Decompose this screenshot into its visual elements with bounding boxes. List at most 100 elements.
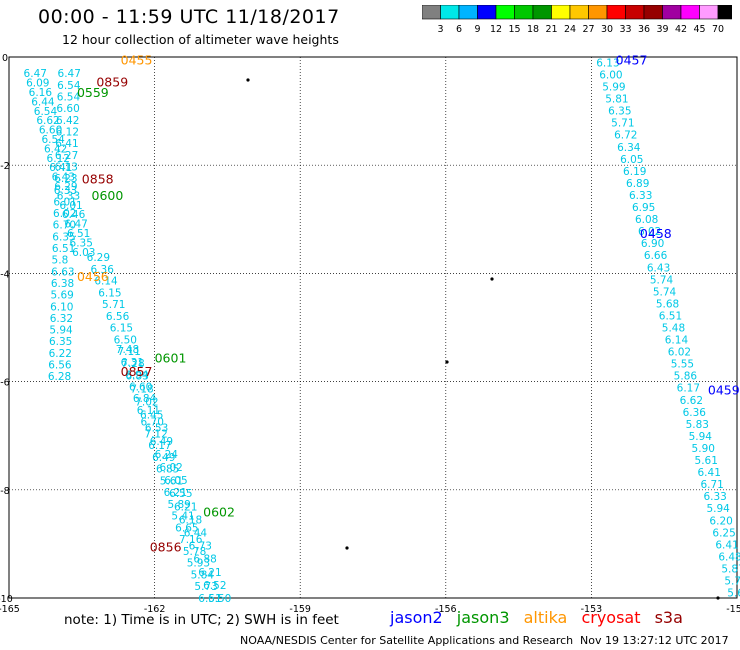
- time-label: 0459: [708, 383, 740, 398]
- colorbar-label: 39: [656, 24, 668, 35]
- swh-value-label: 6.41: [55, 138, 78, 150]
- swh-value-label: 7.18: [130, 383, 153, 395]
- swh-value-label: 6.48: [718, 551, 740, 563]
- swh-value-label: 5.71: [102, 299, 125, 311]
- swh-value-label: 6.22: [49, 348, 72, 360]
- swh-value-label: 6.15: [98, 287, 121, 299]
- swh-value-label: 6.60: [129, 381, 152, 393]
- swh-value-label: 5.68: [656, 298, 679, 310]
- colorbar-label: 21: [545, 24, 557, 35]
- swh-value-label: 6.31: [121, 357, 144, 369]
- swh-value-label: 6.47: [58, 68, 81, 80]
- swh-value-label: 6.72: [614, 130, 637, 142]
- swh-value-label: 5.61: [695, 455, 718, 467]
- track-values: 6.476.096.166.446.546.626.606.546.426.12…: [24, 57, 740, 605]
- swh-value-label: 6.02: [53, 208, 76, 220]
- colorbar-label: 70: [712, 24, 724, 35]
- swh-value-label: 6.33: [57, 190, 80, 202]
- y-tick-label: -8: [0, 486, 9, 497]
- time-label: 0602: [203, 504, 235, 519]
- swh-value-label: 5.41: [171, 511, 194, 523]
- swh-value-label: 6.56: [106, 311, 130, 323]
- swh-value-label: 6.47: [64, 219, 87, 231]
- swh-value-label: 6.43: [52, 172, 75, 184]
- swh-value-label: 6.50: [114, 334, 137, 346]
- swh-value-label: 6.52: [203, 580, 226, 592]
- legend-cryosat: cryosat: [581, 608, 641, 627]
- swh-value-label: 6.14: [665, 335, 689, 347]
- swh-value-label: 6.20: [709, 515, 732, 527]
- colorbar-label: 9: [474, 24, 480, 35]
- colorbar-label: 33: [619, 24, 631, 35]
- swh-value-label: 6.84: [133, 393, 157, 405]
- swh-value-label: 6.21: [174, 501, 197, 513]
- legend-altika: altika: [523, 608, 568, 627]
- swh-value-label: 6.62: [36, 115, 59, 127]
- swh-value-label: 5.78: [183, 546, 206, 558]
- x-tick-label: -150: [726, 604, 740, 615]
- x-tick-label: -165: [0, 604, 20, 615]
- island-mark: [246, 78, 250, 82]
- swh-value-label: 6.34: [617, 142, 641, 154]
- swh-value-label: 5.90: [692, 443, 715, 455]
- swh-value-label: 6.90: [641, 238, 664, 250]
- swh-value-label: 6.29: [54, 181, 77, 193]
- swh-value-label: 6.85: [156, 464, 179, 476]
- swh-value-label: 6.60: [56, 103, 79, 115]
- swh-value-label: 6.16: [29, 87, 53, 99]
- swh-value-label: 6.35: [49, 336, 72, 348]
- colorbar-label: 45: [693, 24, 705, 35]
- swh-value-label: 6.41: [49, 162, 72, 174]
- swh-value-label: 6.18: [179, 514, 202, 526]
- swh-value-label: 6.21: [164, 487, 187, 499]
- swh-value-label: 7.02: [135, 397, 158, 409]
- swh-value-label: 6.51: [198, 593, 221, 605]
- x-tick-label: -159: [289, 604, 311, 615]
- time-label: 0859: [96, 74, 128, 89]
- swh-value-label: 7.28: [121, 358, 144, 370]
- swh-value-label: 6.44: [184, 528, 208, 540]
- swh-value-label: 7.11: [117, 346, 140, 358]
- swh-value-label: 6.33: [54, 185, 77, 197]
- time-label: 0601: [155, 350, 187, 365]
- swh-value-label: 5.94: [706, 503, 730, 515]
- time-label: 0857: [121, 364, 153, 379]
- swh-value-label: 5.94: [49, 325, 73, 337]
- y-tick-label: -4: [0, 269, 9, 280]
- swh-value-label: 5.84: [191, 569, 215, 581]
- time-label: 0455: [121, 53, 153, 68]
- island-mark: [445, 360, 449, 364]
- swh-value-label: 6.55: [169, 488, 192, 500]
- swh-value-label: 6.01: [59, 200, 82, 212]
- swh-value-label: 6.02: [638, 226, 661, 238]
- swh-value-label: 5.73: [194, 581, 217, 593]
- swh-value-label: 6.32: [50, 313, 73, 325]
- swh-value-label: 6.62: [680, 395, 703, 407]
- colorbar-label: 36: [638, 24, 650, 35]
- time-label: 0456: [77, 269, 109, 284]
- swh-value-label: 6.89: [626, 178, 649, 190]
- swh-value-label: 6.88: [193, 554, 216, 566]
- swh-value-label: 6.54: [41, 134, 65, 146]
- y-tick-label: -2: [0, 161, 9, 172]
- time-label: 0856: [150, 540, 182, 555]
- swh-value-label: 7.16: [179, 534, 203, 546]
- swh-value-label: 6.63: [51, 266, 74, 278]
- swh-value-label: 6.03: [72, 247, 95, 259]
- swh-value-label: 6.51: [67, 228, 90, 240]
- y-tick-label: 0: [2, 53, 8, 64]
- swh-value-label: 6.54: [57, 92, 81, 104]
- time-label: 0600: [92, 188, 124, 203]
- swh-value-label: 6.13: [596, 57, 619, 69]
- swh-value-label: 5.81: [605, 94, 628, 106]
- swh-value-label: 6.36: [91, 264, 115, 276]
- swh-value-label: 6.94: [125, 370, 149, 382]
- island-mark: [345, 546, 349, 550]
- swh-value-label: 6.29: [87, 252, 110, 264]
- swh-value-label: 6.45: [140, 410, 163, 422]
- swh-value-label: 5.55: [671, 359, 694, 371]
- colorbar-label: 12: [490, 24, 502, 35]
- swh-value-label: 5.74: [653, 286, 677, 298]
- swh-value-label: 6.00: [599, 69, 622, 81]
- swh-value-label: 6.12: [56, 126, 79, 138]
